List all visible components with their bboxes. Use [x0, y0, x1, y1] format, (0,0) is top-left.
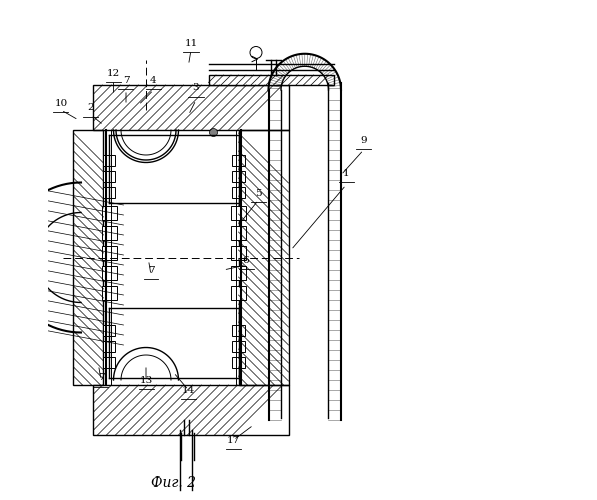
Text: 3: 3 [193, 84, 199, 92]
Text: 7: 7 [98, 374, 104, 382]
Bar [102, 206, 117, 220]
Bar [102, 246, 117, 260]
Bar [103, 324, 115, 336]
Bar [231, 246, 246, 260]
Bar [232, 154, 245, 166]
Text: 7: 7 [147, 266, 154, 275]
Bar [232, 324, 245, 336]
Text: 10: 10 [54, 98, 67, 108]
Text: 11: 11 [184, 38, 198, 48]
Bar [102, 266, 117, 280]
Text: 12: 12 [107, 68, 120, 78]
Bar [231, 286, 246, 300]
Text: 7: 7 [123, 76, 130, 85]
Bar [103, 154, 115, 166]
Bar [103, 186, 115, 198]
Circle shape [210, 128, 217, 136]
Bar [231, 206, 246, 220]
Bar [231, 266, 246, 280]
Text: 4: 4 [150, 76, 157, 85]
Bar [232, 340, 245, 351]
Text: 2: 2 [88, 104, 94, 112]
Text: 13: 13 [139, 376, 153, 385]
Bar [208, 75, 334, 85]
Text: 1: 1 [343, 168, 349, 177]
Bar [102, 226, 117, 240]
Bar [103, 170, 115, 181]
Bar [232, 170, 245, 181]
Text: 17: 17 [227, 436, 240, 445]
Text: 9: 9 [360, 136, 367, 145]
Bar [73, 130, 103, 385]
Bar [238, 130, 288, 385]
Bar [103, 356, 115, 368]
Text: 14: 14 [182, 386, 195, 395]
Bar [94, 385, 288, 435]
Text: 6: 6 [243, 256, 250, 265]
Bar [102, 286, 117, 300]
Text: 5: 5 [255, 188, 262, 198]
Bar [94, 85, 288, 130]
Bar [232, 186, 245, 198]
Bar [231, 226, 246, 240]
Bar [103, 340, 115, 351]
Text: Фиг. 2: Фиг. 2 [151, 476, 196, 490]
Bar [232, 356, 245, 368]
